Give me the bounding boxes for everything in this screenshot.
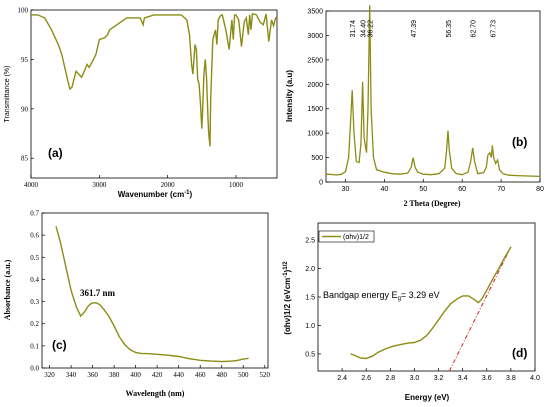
panel-d-xtick-label: 3.4 bbox=[458, 375, 468, 382]
panel-c-label: (c) bbox=[52, 338, 67, 352]
panel-d-ylabel: (αhν)1/2 (eVcm-1)1/2 bbox=[283, 261, 292, 335]
panel-c-xtick-label: 320 bbox=[44, 371, 55, 379]
series-xrd-line bbox=[325, 5, 541, 178]
panel-c-xlabel: Wavelength (nm) bbox=[126, 389, 185, 398]
panel-b-ytick-label: 3500 bbox=[307, 9, 323, 16]
series-ftir-line bbox=[31, 13, 278, 147]
peak-label: 62.70 bbox=[471, 20, 478, 38]
panel-a-xtick-label: 2000 bbox=[161, 181, 176, 189]
panel-c-ytick-label: 0.0 bbox=[30, 365, 39, 373]
panel-c-ytick-label: 0.1 bbox=[30, 342, 39, 350]
peak-label: 34.40 bbox=[361, 20, 368, 38]
panel-a-ytick-label: 85 bbox=[21, 155, 29, 163]
series-tauc-line bbox=[350, 246, 512, 360]
panel-c-frame bbox=[41, 212, 269, 369]
panel-d-ytick-label: 2.0 bbox=[305, 266, 315, 273]
panel-d-xtick-label: 3.0 bbox=[410, 375, 420, 382]
panel-c-xtick-label: 460 bbox=[195, 371, 206, 379]
panel-d-xtick-label: 4.0 bbox=[530, 375, 540, 382]
series-absorbance-line bbox=[55, 226, 249, 363]
panel-d-ytick-label: 1.0 bbox=[305, 323, 315, 330]
peak-label: 67.73 bbox=[490, 20, 497, 38]
panel-c-ytick-label: 0.2 bbox=[30, 320, 39, 328]
panel-c-ytick-label: 0.5 bbox=[30, 254, 39, 262]
peak-label: 31.74 bbox=[350, 20, 357, 38]
panel-a-ytick-label: 95 bbox=[21, 56, 29, 64]
peak-label: 36.22 bbox=[368, 20, 375, 38]
panel-c-ytick-label: 0.6 bbox=[30, 232, 39, 240]
panel-a-xtick-label: 3000 bbox=[92, 181, 107, 189]
panel-c-uvvis: 320 340 360 380 400 420 440 460 480 500 520 0.0 0.1 0… bbox=[3, 210, 271, 399]
panel-d-ytick-label: 0.5 bbox=[305, 351, 315, 358]
panel-a-ylabel: Transmittance (%) bbox=[4, 66, 11, 123]
panel-b-ytick-label: 2000 bbox=[307, 82, 323, 89]
panel-d-label: (d) bbox=[512, 346, 527, 360]
panel-a-frame bbox=[30, 9, 278, 179]
panel-a-label: (a) bbox=[48, 146, 63, 160]
panel-c-xtick-label: 340 bbox=[66, 371, 77, 379]
panel-b-ytick-label: 3000 bbox=[307, 33, 323, 40]
panel-c-ytick-label: 0.7 bbox=[30, 210, 39, 218]
panel-b-frame bbox=[325, 10, 541, 183]
panel-c-xtick-label: 500 bbox=[238, 371, 249, 379]
panel-a-ftir: 4000 3000 2000 1000 85 90 95 100 Wavenumber (cm… bbox=[4, 7, 278, 199]
panel-d-xtick-label: 3.2 bbox=[434, 375, 444, 382]
panel-c-xtick-label: 440 bbox=[173, 371, 184, 379]
panel-d-xtick-label: 3.8 bbox=[506, 375, 516, 382]
legend-box bbox=[318, 230, 375, 243]
peak-label: 47.39 bbox=[411, 20, 418, 38]
series-linear-fit bbox=[448, 246, 512, 372]
legend: (αhν)1/2 bbox=[318, 230, 375, 243]
panel-d-tauc: 2.4 2.6 2.8 3.0 3.2 3.4 3.6 3.8 4.0 0.5 1.0 1.5 2.0 2… bbox=[283, 222, 540, 402]
panel-d-xlabel: Energy (eV) bbox=[405, 393, 450, 402]
peak-annotation: 361.7 nm bbox=[80, 288, 116, 298]
panel-b-xtick-label: 50 bbox=[419, 186, 427, 193]
panel-a-xtick-label: 4000 bbox=[24, 181, 39, 189]
panel-b-label: (b) bbox=[512, 135, 527, 149]
panel-b-xlabel: 2 Theta (Degree) bbox=[403, 199, 460, 208]
panel-b-ytick-label: 2500 bbox=[307, 57, 323, 64]
panel-b-ytick-label: 500 bbox=[311, 155, 323, 162]
panel-b-xtick-label: 60 bbox=[458, 186, 466, 193]
panel-d-ytick-label: 1.5 bbox=[305, 295, 315, 302]
panel-c-xtick-label: 400 bbox=[130, 371, 141, 379]
bandgap-annotation: Bandgap energy Eg= 3.29 eV bbox=[323, 290, 440, 302]
panel-b-xrd: 30 40 50 60 70 80 0 500 1000 1500 2000 2500 3000 3500… bbox=[285, 5, 544, 208]
panel-b-ytick-label: 0 bbox=[319, 180, 323, 187]
panel-a-xtick-label: 1000 bbox=[229, 181, 244, 189]
panel-c-xtick-label: 360 bbox=[87, 371, 98, 379]
panel-c-xtick-label: 420 bbox=[152, 371, 163, 379]
panel-b-ylabel: Intensity (a.u) bbox=[285, 70, 294, 122]
panel-c-ytick-label: 0.3 bbox=[30, 298, 39, 306]
panel-c-xtick-label: 380 bbox=[109, 371, 120, 379]
panel-a-xlabel: Wavenumber (cm-1) bbox=[118, 190, 193, 199]
panel-c-ytick-label: 0.4 bbox=[30, 276, 39, 284]
panel-b-xtick-label: 80 bbox=[536, 186, 544, 193]
panel-c-xtick-label: 480 bbox=[216, 371, 227, 379]
panel-d-xtick-label: 2.4 bbox=[337, 375, 347, 382]
panel-c-ylabel: Absorbance (a.u.) bbox=[3, 259, 12, 320]
panel-a-ytick-label: 100 bbox=[18, 7, 29, 15]
panel-b-ytick-label: 1000 bbox=[307, 131, 323, 138]
panel-c-xtick-label: 520 bbox=[260, 371, 271, 379]
peak-label: 56.35 bbox=[446, 20, 453, 38]
panel-d-ytick-label: 2.5 bbox=[305, 238, 315, 245]
legend-label: (αhν)1/2 bbox=[343, 234, 369, 241]
panel-d-xtick-label: 3.6 bbox=[482, 375, 492, 382]
panel-b-xtick-label: 30 bbox=[342, 186, 350, 193]
panel-b-xtick-label: 40 bbox=[380, 186, 388, 193]
panel-b-xtick-label: 70 bbox=[497, 186, 505, 193]
panel-b-ytick-label: 1500 bbox=[307, 106, 323, 113]
panel-d-xtick-label: 2.6 bbox=[361, 375, 371, 382]
panel-d-xtick-label: 2.8 bbox=[385, 375, 395, 382]
panel-a-ytick-label: 90 bbox=[21, 105, 29, 113]
